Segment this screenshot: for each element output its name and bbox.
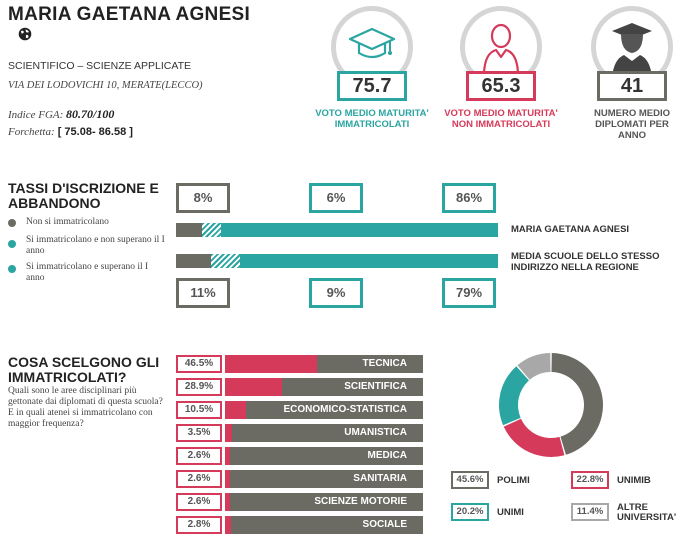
area-label: SCIENTIFICA	[344, 381, 407, 392]
legend-dot-superano	[8, 265, 16, 273]
fga-value: 80.70/100	[66, 107, 115, 121]
legend-label-superano: Si immatricolano e superano il I anno	[26, 262, 149, 283]
region-bar-non	[176, 254, 211, 268]
school-bar-abbandono	[202, 223, 221, 237]
uni-label-polimi: POLIMI	[497, 475, 530, 486]
scelte-question: Quali sono le aree disciplinari più gett…	[8, 386, 163, 429]
uni-label-altre: ALTRE UNIVERSITA'	[617, 502, 677, 523]
school-type: SCIENTIFICO – SCIENZE APPLICATE	[8, 60, 192, 72]
area-label: SOCIALE	[362, 519, 407, 530]
area-bar: SANITARIA	[225, 470, 423, 488]
donut-slice-unimib	[503, 418, 565, 457]
area-pct: 3.5%	[176, 424, 222, 442]
area-label: UMANISTICA	[344, 427, 407, 438]
region-bar-superano	[240, 254, 498, 268]
area-bar-fill	[225, 493, 230, 511]
globe-icon[interactable]	[18, 27, 32, 41]
area-bar-fill	[225, 516, 231, 534]
donut-slice-altre-universita	[517, 353, 551, 380]
school-address: VIA DEI LODOVICHI 10, MERATE(LECCO)	[8, 80, 203, 91]
uni-pct-polimi: 45.6%	[451, 471, 489, 489]
area-pct: 2.6%	[176, 470, 222, 488]
area-pct: 2.6%	[176, 447, 222, 465]
school-abbandono-pct: 6%	[309, 183, 363, 213]
legend-dot-abbandono	[8, 240, 16, 248]
legend-dot-non	[8, 219, 16, 227]
fga-index: Indice FGA: 80.70/100	[8, 107, 114, 122]
area-bar: SCIENZE MOTORIE	[225, 493, 423, 511]
school-bar-non	[176, 223, 202, 237]
person-icon	[482, 23, 520, 74]
stat-caption-non-immatricolati: VOTO MEDIO MATURITA' NON IMMATRICOLATI	[444, 108, 558, 130]
region-bar-abbandono	[211, 254, 240, 268]
area-pct: 10.5%	[176, 401, 222, 419]
area-bar: MEDICA	[225, 447, 423, 465]
donut-slice-unimi	[499, 366, 529, 426]
uni-pct-altre: 11.4%	[571, 503, 609, 521]
area-pct: 2.8%	[176, 516, 222, 534]
area-bar-fill	[225, 470, 230, 488]
region-row-label: MEDIA SCUOLE DELLO STESSO INDIRIZZO NELL…	[511, 251, 660, 273]
school-bar-superano	[221, 223, 498, 237]
area-label: TECNICA	[362, 358, 407, 369]
area-bar: ECONOMICO-STATISTICA	[225, 401, 423, 419]
forchetta: Forchetta: [ 75.08- 86.58 ]	[8, 126, 133, 138]
area-bar-fill	[225, 355, 317, 373]
graduate-avatar-icon	[612, 23, 652, 77]
area-pct: 46.5%	[176, 355, 222, 373]
area-bar: UMANISTICA	[225, 424, 423, 442]
area-bar-fill	[225, 424, 232, 442]
school-non-pct: 8%	[176, 183, 230, 213]
school-row-label: MARIA GAETANA AGNESI	[511, 224, 630, 235]
forchetta-label: Forchetta:	[8, 126, 55, 138]
area-label: MEDICA	[367, 450, 407, 461]
area-bar: TECNICA	[225, 355, 423, 373]
school-name: MARIA GAETANA AGNESI	[8, 4, 251, 25]
scelte-title: COSA SCELGONO GLI IMMATRICOLATI?	[8, 354, 160, 385]
region-abbandono-pct: 9%	[309, 278, 363, 308]
legend-label-abbandono: Si immatricolano e non superano il I ann…	[26, 235, 165, 256]
stat-value-immatricolati: 75.7	[337, 71, 407, 101]
area-label: ECONOMICO-STATISTICA	[283, 404, 407, 415]
uni-pct-unimib: 22.8%	[571, 471, 609, 489]
universities-donut	[499, 353, 603, 457]
uni-label-unimib: UNIMIB	[617, 475, 651, 486]
fga-label: Indice FGA:	[8, 109, 64, 121]
area-label: SANITARIA	[353, 473, 407, 484]
stat-value-non-immatricolati: 65.3	[466, 71, 536, 101]
uni-pct-unimi: 20.2%	[451, 503, 489, 521]
area-pct: 2.6%	[176, 493, 222, 511]
school-stacked-bar	[176, 223, 498, 237]
iscrizione-title: TASSI D'ISCRIZIONE E ABBANDONO	[8, 180, 159, 211]
region-stacked-bar	[176, 254, 498, 268]
area-bar: SCIENTIFICA	[225, 378, 423, 396]
donut-slice-polimi	[551, 353, 603, 455]
area-bar-fill	[225, 378, 282, 396]
region-non-pct: 11%	[176, 278, 230, 308]
area-pct: 28.9%	[176, 378, 222, 396]
legend-label-non: Non si immatricolano	[26, 217, 109, 227]
area-bar-fill	[225, 447, 230, 465]
area-bar: SOCIALE	[225, 516, 423, 534]
area-bar-fill	[225, 401, 246, 419]
school-superano-pct: 86%	[442, 183, 496, 213]
graduation-cap-icon	[348, 27, 396, 59]
forchetta-value: [ 75.08- 86.58 ]	[57, 126, 133, 138]
uni-label-unimi: UNIMI	[497, 507, 524, 518]
stat-value-diplomati: 41	[597, 71, 667, 101]
region-superano-pct: 79%	[442, 278, 496, 308]
stat-caption-diplomati: NUMERO MEDIO DIPLOMATI PER ANNO	[594, 108, 670, 141]
stat-caption-immatricolati: VOTO MEDIO MATURITA' IMMATRICOLATI	[315, 108, 429, 130]
area-label: SCIENZE MOTORIE	[314, 496, 407, 507]
